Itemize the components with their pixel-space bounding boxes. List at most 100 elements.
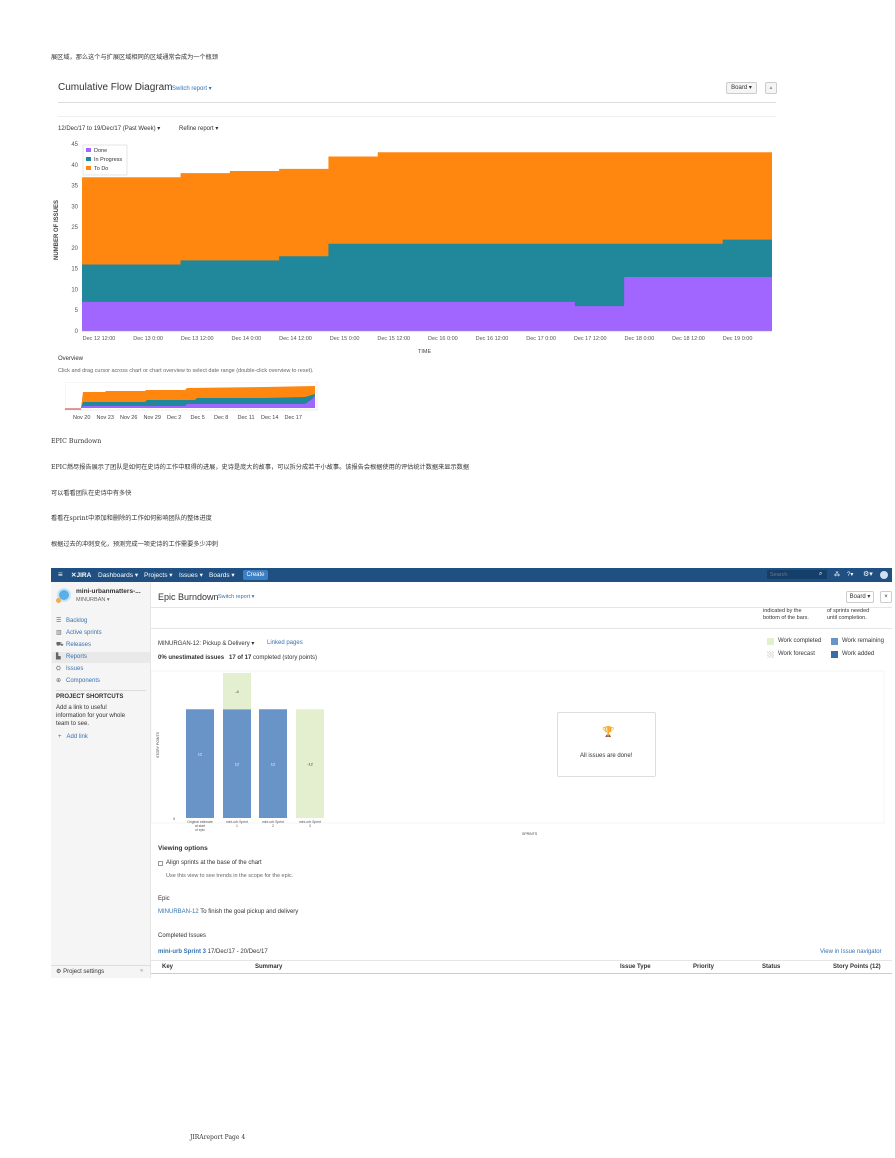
epic-selector[interactable]: MINURGAN-12: Pickup & Delivery ▾ xyxy=(158,641,255,647)
epic-key-link[interactable]: MINURBAN-12 xyxy=(158,909,199,915)
paragraph-1: EPIC燃尽报告展示了团队是如何在史诗的工作中取得的进展，史诗是庞大的故事，可以… xyxy=(51,464,470,471)
sidebar-item-backlog[interactable]: ☰ Backlog xyxy=(56,616,146,627)
sidebar-divider xyxy=(56,690,146,691)
page-footer: JIRAreport Page 4 xyxy=(190,1134,246,1141)
cfd-overview-ticks: Nov 20 Nov 23 Nov 26 Nov 29 Dec 2 Dec 5 Dec 8 D… xyxy=(73,415,333,425)
unestimated-issues: 0% unestimated issues xyxy=(158,655,225,661)
linked-pages-link[interactable]: Linked pages xyxy=(267,640,303,646)
project-settings-link[interactable]: ⚙ Project settings xyxy=(56,969,105,975)
user-avatar[interactable] xyxy=(880,571,888,579)
menu-icon[interactable]: ≡ xyxy=(58,570,63,579)
bar-work-remaining[interactable] xyxy=(259,709,287,818)
settings-icon[interactable]: ⚙▾ xyxy=(863,571,873,578)
note-left-2: bottom of the bars. xyxy=(763,615,809,621)
bar-work-remaining[interactable] xyxy=(186,709,214,818)
bar-label: 12 xyxy=(235,762,240,767)
shortcuts-text-2: information for your whole xyxy=(56,713,126,719)
cfd-legend-swatch xyxy=(86,157,91,161)
trophy-icon: 🏆 xyxy=(602,727,615,738)
col-status[interactable]: Status xyxy=(762,964,781,970)
category-label: 1 xyxy=(236,824,238,828)
col-summary[interactable]: Summary xyxy=(255,964,283,970)
project-key[interactable]: MINURBAN ▾ xyxy=(76,597,110,603)
cfd-ytick: 25 xyxy=(71,225,78,231)
sidebar-item-active-sprints[interactable]: ▥ Active sprints xyxy=(56,628,146,639)
cfd-xlabel: TIME xyxy=(418,349,432,355)
cfd-more-button[interactable]: ▲ xyxy=(765,82,777,94)
legend-completed: Work completed xyxy=(778,638,822,644)
cfd-ytick: 10 xyxy=(71,287,78,293)
issues-icon: ⛭ xyxy=(56,666,61,672)
paragraph-3: 看看在sprint中添加和删除的工作如何影响团队的整体进度 xyxy=(51,515,212,522)
cfd-switch-report[interactable]: Switch report ▾ xyxy=(172,86,212,92)
cfd-chart[interactable]: 0 5 10 15 20 25 30 35 40 45 Dec 12 12:00 Dec 13 0:… xyxy=(51,137,781,427)
plus-icon: + xyxy=(58,734,62,740)
cfd-ytick: 15 xyxy=(71,267,78,273)
cfd-refine-report[interactable]: Refine report ▾ xyxy=(179,126,219,132)
view-in-navigator-link[interactable]: View in Issue navigator xyxy=(820,949,882,955)
bar-work-completed[interactable] xyxy=(296,709,324,818)
reports-icon: ▙ xyxy=(56,654,61,660)
cfd-range-selector[interactable]: 12/Dec/17 to 19/Dec/17 (Past Week) ▾ xyxy=(58,126,161,132)
cfd-xtick: Dec 14 0:00 xyxy=(232,336,262,342)
overview-tick: Nov 20 xyxy=(73,415,91,421)
add-link-button[interactable]: + Add link xyxy=(58,734,88,740)
legend-remaining: Work remaining xyxy=(842,638,884,644)
overview-tick: Dec 5 xyxy=(190,415,205,421)
cfd-ylabel: NUMBER OF ISSUES xyxy=(54,199,61,261)
col-key[interactable]: Key xyxy=(162,964,174,970)
cfd-xtick: Dec 12 12:00 xyxy=(83,336,116,342)
sprint-board-icon: ▥ xyxy=(56,630,62,636)
create-button[interactable]: Create xyxy=(243,570,268,580)
cfd-ytick: 30 xyxy=(71,204,78,210)
col-issue-type[interactable]: Issue Type xyxy=(620,964,651,970)
apps-icon[interactable]: ⁂ xyxy=(834,572,840,578)
cfd-ytick: 35 xyxy=(71,184,78,190)
sidebar-item-components[interactable]: ⊕ Components xyxy=(56,676,146,687)
epic-switch-report[interactable]: Switch report ▾ xyxy=(218,594,255,600)
col-priority[interactable]: Priority xyxy=(693,964,715,970)
nav-dashboards[interactable]: Dashboards ▾ xyxy=(98,572,139,579)
align-option-label: Align sprints at the base of the chart xyxy=(166,860,262,866)
cfd-xtick: Dec 15 0:00 xyxy=(330,336,360,342)
nav-projects[interactable]: Projects ▾ xyxy=(144,572,173,579)
cfd-divider xyxy=(58,102,776,103)
cfd-overview-chart[interactable] xyxy=(65,382,325,412)
sidebar-item-issues[interactable]: ⛭ Issues xyxy=(56,664,146,675)
align-checkbox[interactable] xyxy=(158,861,163,866)
collapse-sidebar-icon[interactable]: « xyxy=(140,968,144,974)
cfd-board-button[interactable]: Board ▾ xyxy=(726,82,757,94)
sprint-name-link[interactable]: mini-urb Sprint 3 xyxy=(158,949,206,955)
overview-tick: Dec 14 xyxy=(261,415,279,421)
epic-board-button[interactable]: Board ▾ xyxy=(846,591,874,603)
legend-swatch-completed xyxy=(767,638,774,645)
nav-boards[interactable]: Boards ▾ xyxy=(209,572,235,579)
sidebar-item-reports[interactable]: ▙ Reports xyxy=(52,652,150,663)
col-story-points[interactable]: Story Points (12) xyxy=(833,964,881,970)
jira-logo[interactable]: ✕JIRA xyxy=(71,572,92,579)
cfd-xtick: Dec 16 12:00 xyxy=(476,336,509,342)
nav-issues[interactable]: Issues ▾ xyxy=(179,572,203,579)
all-done-message: All issues are done! xyxy=(580,753,633,759)
legend-swatch-remaining xyxy=(831,638,838,645)
epic-burndown-heading: EPIC Burndown xyxy=(51,438,102,445)
cfd-xtick: Dec 15 12:00 xyxy=(377,336,410,342)
overview-tick: Dec 8 xyxy=(214,415,229,421)
project-name[interactable]: mini-urbanmatters-... xyxy=(76,588,141,595)
epic-section-label: Epic xyxy=(158,896,170,902)
search-input[interactable] xyxy=(767,570,827,579)
search-icon[interactable]: ⌕ xyxy=(819,571,823,577)
cfd-xtick: Dec 14 12:00 xyxy=(279,336,312,342)
epic-close-button[interactable]: × xyxy=(880,591,892,603)
shortcuts-heading: PROJECT SHORTCUTS xyxy=(56,694,124,700)
overview-done-area xyxy=(81,396,315,408)
bar-work-completed[interactable] xyxy=(223,673,251,710)
cfd-xtick: Dec 18 0:00 xyxy=(625,336,655,342)
sidebar-item-releases[interactable]: ⛟ Releases xyxy=(56,640,146,651)
intro-line: 展区域，那么这个与扩展区域相同的区域通常会成为一个瓶颈 xyxy=(51,54,219,61)
cfd-overview-label: Overview xyxy=(58,356,84,362)
completed-summary: 17 of 17 completed (story points) xyxy=(229,655,318,661)
bar-work-remaining[interactable] xyxy=(223,709,251,818)
help-icon[interactable]: ?▾ xyxy=(847,572,854,578)
